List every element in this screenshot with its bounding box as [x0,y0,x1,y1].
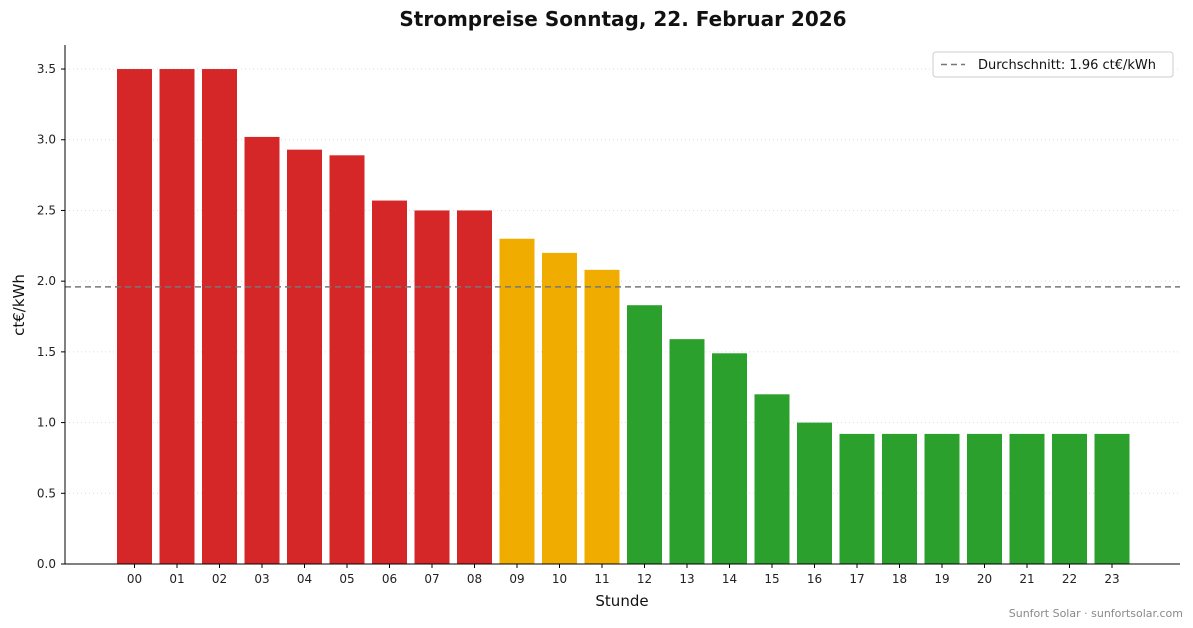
bar-hour-23 [1094,433,1130,564]
y-axis-label: ct€/kWh [10,274,28,336]
x-tick-label: 19 [934,572,949,586]
x-tick-label: 06 [382,572,397,586]
bar-hour-10 [542,252,577,565]
bar-group [117,69,1130,565]
bar-hour-14 [712,353,747,564]
y-tick-label: 3.5 [37,62,56,76]
y-tick-label: 3.0 [37,133,56,147]
x-tick-label: 04 [297,572,312,586]
x-tick-label: 16 [807,572,822,586]
legend-label: Durchschnitt: 1.96 ct€/kWh [978,58,1156,73]
x-tick-label: 14 [722,572,737,586]
legend: Durchschnitt: 1.96 ct€/kWh [932,51,1174,78]
bar-hour-18 [882,433,917,564]
bar-hour-12 [627,305,662,564]
x-tick-label: 08 [467,572,482,586]
bar-hour-16 [797,422,832,564]
x-tick-label: 20 [977,572,992,586]
x-tick-label: 15 [764,572,779,586]
bar-hour-11 [584,269,620,564]
y-tick-label: 0.0 [37,557,56,571]
chart-title: Strompreise Sonntag, 22. Februar 2026 [399,7,846,31]
x-tick-label: 11 [594,572,609,586]
x-tick-label: 02 [212,572,227,586]
x-tick-label: 03 [254,572,269,586]
bar-hour-09 [499,238,535,564]
bar-hour-20 [967,433,1002,564]
x-tick-label: 10 [552,572,567,586]
y-tick-label: 2.0 [37,274,56,288]
bar-hour-00 [117,69,152,565]
bar-hour-17 [839,433,875,564]
x-tick-label: 23 [1104,572,1119,586]
bar-hour-08 [457,210,492,564]
bar-hour-06 [372,200,407,564]
legend-box [932,51,1174,78]
x-tick-label: 01 [169,572,184,586]
bar-hour-03 [244,136,280,565]
y-axis-ticks: 0.0 0.5 1.0 1.5 2.0 2.5 3.0 3.5 [37,62,65,571]
bar-hour-07 [414,210,450,564]
x-tick-label: 12 [637,572,652,586]
bar-hour-05 [329,155,365,564]
x-tick-label: 17 [849,572,864,586]
y-tick-label: 0.5 [37,486,56,500]
bar-hour-21 [1009,433,1045,564]
y-tick-label: 1.0 [37,416,56,430]
x-tick-label: 21 [1019,572,1034,586]
bar-hour-04 [287,149,322,564]
bar-hour-13 [669,339,705,564]
footer-credit: Sunfort Solar · sunfortsolar.com [1009,607,1183,620]
bar-hour-19 [924,433,960,564]
bar-hour-02 [202,69,237,565]
x-tick-label: 00 [127,572,142,586]
x-tick-label: 07 [424,572,439,586]
x-tick-label: 13 [679,572,694,586]
bar-hour-01 [159,69,195,565]
y-tick-label: 1.5 [37,345,56,359]
bar-hour-22 [1052,433,1087,564]
x-tick-label: 22 [1062,572,1077,586]
x-tick-label: 09 [509,572,524,586]
x-tick-label: 18 [892,572,907,586]
x-tick-label: 05 [339,572,354,586]
x-axis-label: Stunde [595,592,648,610]
x-axis-ticks: 00 01 02 03 04 05 06 07 08 09 10 11 12 13 14 15 16 17 18 19… [127,564,1120,586]
bar-hour-15 [754,394,790,564]
y-tick-label: 2.5 [37,203,56,217]
